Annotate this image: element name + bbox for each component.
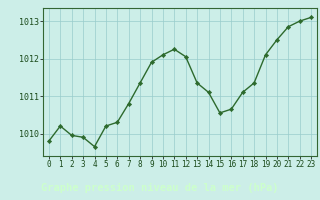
Text: Graphe pression niveau de la mer (hPa): Graphe pression niveau de la mer (hPa) bbox=[41, 183, 279, 193]
